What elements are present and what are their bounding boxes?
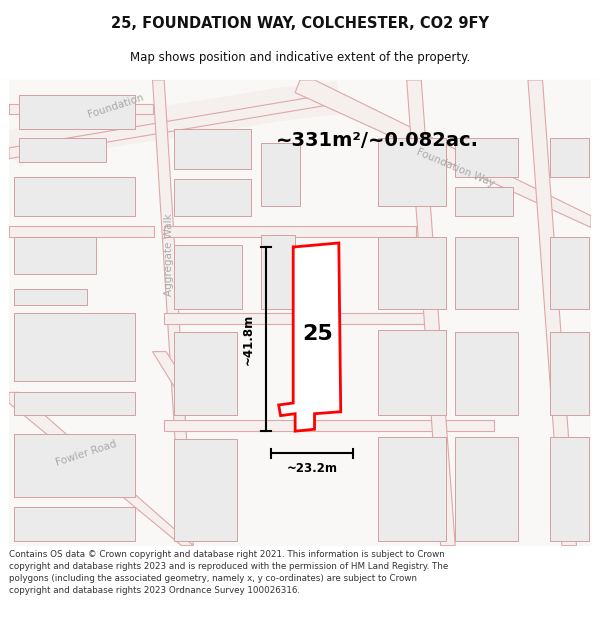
Text: ~331m²/~0.082ac.: ~331m²/~0.082ac. [276, 131, 479, 149]
Text: 25, FOUNDATION WAY, COLCHESTER, CO2 9FY: 25, FOUNDATION WAY, COLCHESTER, CO2 9FY [111, 16, 489, 31]
Polygon shape [455, 187, 514, 216]
Polygon shape [407, 80, 455, 546]
Text: 25: 25 [302, 324, 333, 344]
Polygon shape [19, 138, 106, 162]
Polygon shape [174, 439, 237, 541]
Polygon shape [9, 392, 193, 546]
Polygon shape [152, 80, 193, 546]
Polygon shape [14, 434, 135, 497]
Polygon shape [174, 245, 242, 309]
Polygon shape [14, 177, 135, 216]
Polygon shape [455, 237, 518, 309]
Polygon shape [174, 332, 237, 414]
Text: ~41.8m: ~41.8m [242, 313, 255, 364]
Polygon shape [550, 138, 589, 177]
Polygon shape [261, 235, 295, 309]
Text: Contains OS data © Crown copyright and database right 2021. This information is : Contains OS data © Crown copyright and d… [9, 551, 448, 595]
Polygon shape [550, 237, 589, 309]
Polygon shape [164, 419, 494, 431]
Text: Foundation: Foundation [86, 92, 145, 120]
Polygon shape [14, 392, 135, 414]
Text: Fowler Road: Fowler Road [55, 439, 118, 468]
Polygon shape [550, 332, 589, 414]
Polygon shape [295, 80, 591, 228]
Polygon shape [455, 332, 518, 414]
Polygon shape [261, 143, 300, 206]
Polygon shape [14, 312, 135, 381]
Polygon shape [377, 237, 446, 309]
Text: ~23.2m: ~23.2m [287, 462, 338, 476]
Polygon shape [377, 138, 446, 206]
Polygon shape [550, 437, 589, 541]
Polygon shape [164, 226, 416, 237]
Polygon shape [14, 507, 135, 541]
Polygon shape [19, 94, 135, 129]
Text: Aggregate Walk: Aggregate Walk [164, 213, 174, 296]
Polygon shape [455, 138, 518, 177]
Polygon shape [455, 437, 518, 541]
Polygon shape [9, 226, 154, 237]
Polygon shape [377, 437, 446, 541]
Text: Map shows position and indicative extent of the property.: Map shows position and indicative extent… [130, 51, 470, 64]
Polygon shape [174, 129, 251, 169]
Polygon shape [9, 80, 591, 546]
Polygon shape [278, 243, 341, 431]
Polygon shape [174, 179, 251, 216]
Polygon shape [377, 330, 446, 414]
Polygon shape [14, 237, 96, 274]
Polygon shape [9, 104, 152, 114]
Polygon shape [14, 289, 86, 305]
Polygon shape [152, 352, 203, 414]
Polygon shape [528, 80, 577, 546]
Text: Foundation Way: Foundation Way [415, 146, 496, 188]
Polygon shape [9, 92, 339, 159]
Polygon shape [164, 312, 436, 324]
